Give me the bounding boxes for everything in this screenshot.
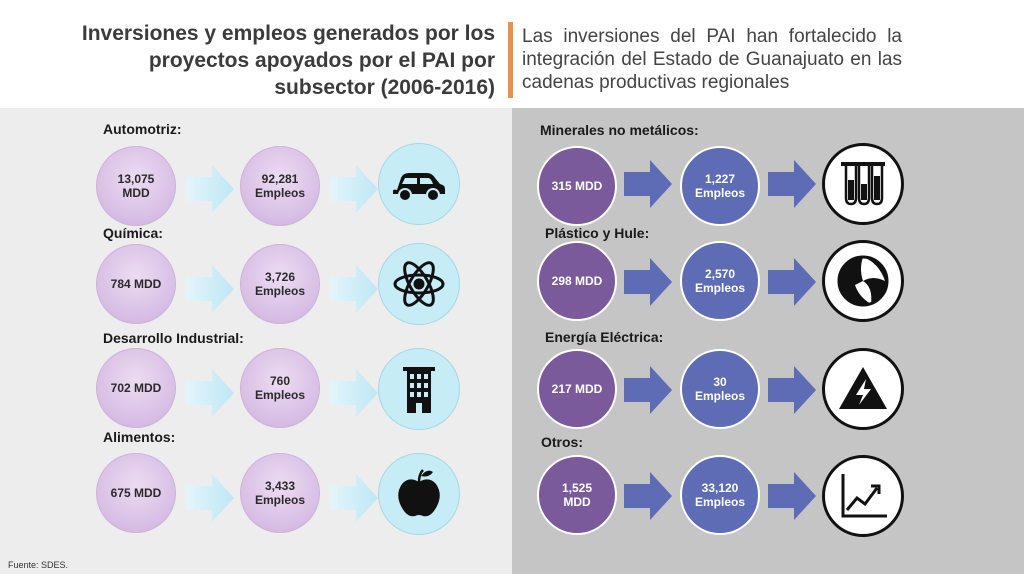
arrow-right-icon [768,366,816,414]
jobs-circle: 760 Empleos [240,348,320,428]
investment-value: 13,075 MDD [117,172,155,200]
jobs-circle: 3,433 Empleos [240,453,320,533]
investment-circle: 1,525 MDD [537,455,617,535]
arrow-right-icon [624,472,672,520]
arrow-right-icon [186,165,234,213]
arrow-right-icon [624,366,672,414]
jobs-value: 760 Empleos [254,374,305,402]
investment-circle: 217 MDD [537,349,617,429]
jobs-circle: 3,726 Empleos [240,244,320,324]
arrow-right-icon [624,258,672,306]
investment-circle: 784 MDD [96,244,176,324]
sector-label-otros: Otros: [541,434,583,450]
investment-value: 298 MDD [551,274,603,288]
building-icon [378,348,460,430]
arrow-right-icon [624,160,672,208]
arrow-right-icon [330,265,378,313]
investment-value: 675 MDD [110,486,162,500]
arrow-right-icon [186,369,234,417]
jobs-value: 30 Empleos [694,375,745,403]
investment-circle: 13,075 MDD [96,146,176,226]
arrow-right-icon [330,474,378,522]
sector-label-quimica: Química: [103,225,163,241]
page-title: Inversiones y empleos generados por los … [81,22,495,99]
sector-label-energia-electrica: Energía Eléctrica: [545,329,664,345]
growth-chart-icon [822,455,904,537]
jobs-circle: 33,120 Empleos [680,455,760,535]
source-note: Fuente: SDES. [8,560,69,570]
investment-circle: 675 MDD [96,453,176,533]
investment-value: 1,525 MDD [561,481,593,509]
test-tubes-icon [822,143,904,225]
arrow-right-icon [330,165,378,213]
sector-label-desarrollo-industrial: Desarrollo Industrial: [103,330,244,346]
investment-value: 784 MDD [110,277,162,291]
apple-icon [378,453,460,535]
sector-label-minerales: Minerales no metálicos: [540,122,699,138]
sector-label-automotriz: Automotriz: [103,121,182,137]
car-icon [378,143,460,225]
page-subtitle: Las inversiones del PAI han fortalecido … [522,26,902,93]
beach-ball-icon [822,240,904,322]
electricity-warning-icon [822,348,904,430]
jobs-circle: 30 Empleos [680,349,760,429]
jobs-value: 92,281 Empleos [254,172,305,200]
jobs-value: 3,726 Empleos [254,270,305,298]
investment-circle: 702 MDD [96,348,176,428]
sector-label-plastico-hule: Plástico y Hule: [545,225,650,241]
jobs-circle: 1,227 Empleos [680,146,760,226]
investment-value: 702 MDD [110,381,162,395]
atom-icon [378,243,460,325]
jobs-value: 33,120 Empleos [694,481,745,509]
arrow-right-icon [186,265,234,313]
investment-value: 217 MDD [551,382,603,396]
investment-value: 315 MDD [551,179,603,193]
arrow-right-icon [768,472,816,520]
arrow-right-icon [330,369,378,417]
investment-circle: 315 MDD [537,146,617,226]
arrow-right-icon [768,160,816,208]
investment-circle: 298 MDD [537,241,617,321]
sector-label-alimentos: Alimentos: [103,429,176,445]
jobs-value: 2,570 Empleos [694,267,745,295]
arrow-right-icon [186,474,234,522]
jobs-circle: 92,281 Empleos [240,146,320,226]
jobs-value: 1,227 Empleos [694,172,745,200]
arrow-right-icon [768,258,816,306]
title-divider [508,22,513,98]
jobs-circle: 2,570 Empleos [680,241,760,321]
jobs-value: 3,433 Empleos [254,479,305,507]
